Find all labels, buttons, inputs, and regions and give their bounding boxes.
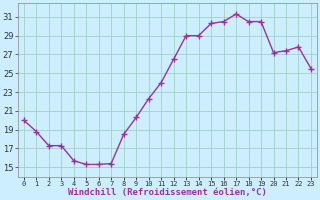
X-axis label: Windchill (Refroidissement éolien,°C): Windchill (Refroidissement éolien,°C) bbox=[68, 188, 267, 197]
